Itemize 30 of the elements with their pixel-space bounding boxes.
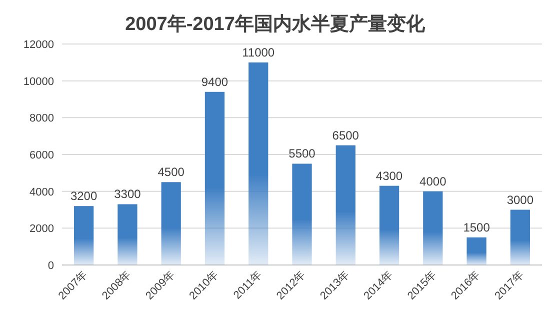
bar [248,62,268,265]
bar [379,186,400,265]
data-label: 3300 [114,187,142,202]
data-label: 4300 [376,168,403,183]
bar [74,206,94,265]
data-label: 9400 [201,74,228,89]
y-tick-label: 2000 [30,223,54,236]
y-tick-label: 10000 [23,76,54,88]
data-label: 3000 [506,192,534,207]
bar [292,164,312,265]
data-label: 4000 [420,174,447,188]
y-tick-label: 4000 [30,186,54,198]
y-tick-label: 0 [48,260,54,272]
data-label: 1500 [463,220,490,234]
bar [466,237,486,265]
data-label: 4500 [158,165,185,180]
y-tick-label: 8000 [30,112,54,125]
data-label: 3200 [70,189,98,204]
chart-title: 2007年-2017年国内水半夏产量变化 [125,13,426,35]
data-label: 5500 [288,146,316,161]
data-label: 6500 [332,128,360,142]
bar [336,145,356,265]
bar [161,182,181,265]
y-tick-label: 6000 [30,150,54,162]
bar [510,210,530,265]
bar [423,191,443,265]
data-label: 11000 [242,45,275,60]
bar [118,204,138,265]
y-tick-label: 12000 [23,39,54,51]
bar [204,92,225,265]
